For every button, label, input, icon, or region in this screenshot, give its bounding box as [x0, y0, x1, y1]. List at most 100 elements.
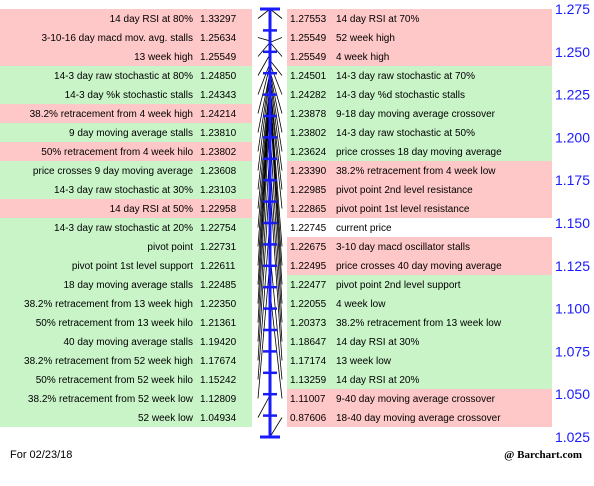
left-connector [257, 62, 271, 95]
right-row-value: 1.23390 [290, 166, 327, 177]
right-row-bg [287, 332, 552, 351]
right-row-label: 52 week high [336, 33, 395, 44]
left-row-bg [0, 142, 252, 161]
right-row-bg [287, 199, 552, 218]
left-row-value: 1.24343 [200, 90, 237, 101]
left-row-bg [0, 370, 252, 389]
left-row-value: 1.21361 [200, 318, 237, 329]
left-row-bg [0, 104, 252, 123]
left-connector [257, 72, 271, 152]
left-row-label: 50% retracement from 52 week hilo [36, 375, 194, 386]
row-backgrounds [0, 9, 552, 427]
left-row-bg [0, 161, 252, 180]
left-row-bg [0, 313, 252, 332]
left-connector [257, 395, 271, 418]
left-row-label: 38.2% retracement from 4 week high [30, 109, 193, 120]
axis-tick-label: 1.050 [555, 386, 590, 402]
right-row-bg [287, 28, 552, 47]
left-row-label: 52 week low [138, 413, 194, 424]
left-connector [257, 37, 271, 42]
left-row-bg [0, 256, 252, 275]
axis-tick-label: 1.100 [555, 301, 590, 317]
left-connector [257, 114, 271, 323]
right-row-value: 1.25549 [290, 33, 327, 44]
right-row-bg [287, 180, 552, 199]
connector-lines [257, 8, 283, 438]
right-row-label: pivot point 2nd level resistance [336, 185, 473, 196]
left-row-value: 1.17674 [200, 356, 237, 367]
right-row-bg [287, 256, 552, 275]
left-row-value: 1.33297 [200, 14, 237, 25]
right-connector [269, 91, 283, 247]
left-row-label: 38.2% retracement from 52 week low [28, 394, 194, 405]
left-row-value: 1.22731 [200, 242, 237, 253]
right-row-value: 1.22495 [290, 261, 327, 272]
right-row-value: 1.22745 [290, 223, 327, 234]
right-row-bg [287, 237, 552, 256]
right-connector [269, 8, 283, 19]
right-row-label: pivot point 2nd level support [336, 280, 461, 291]
left-row-bg [0, 218, 252, 237]
left-row-bg [0, 294, 252, 313]
footer-date: For 02/23/18 [10, 449, 73, 461]
right-row-bg [287, 218, 552, 237]
right-row-bg [287, 9, 552, 28]
right-row-value: 1.23878 [290, 109, 327, 120]
left-connector [257, 75, 271, 171]
right-connector [269, 417, 283, 438]
right-row-value: 1.23802 [290, 128, 327, 139]
left-row-value: 1.25549 [200, 52, 237, 63]
left-row-value: 1.12809 [200, 394, 237, 405]
left-row-value: 1.23810 [200, 128, 237, 139]
right-connector [269, 37, 283, 43]
right-row-label: 9-40 day moving average crossover [336, 394, 496, 405]
left-row-value: 1.22350 [200, 299, 237, 310]
left-row-value: 1.22754 [200, 223, 237, 234]
left-row-bg [0, 28, 252, 47]
right-row-value: 1.22985 [290, 185, 327, 196]
right-connector [269, 130, 283, 323]
right-row-value: 1.23624 [290, 147, 327, 158]
axis-tick-label: 1.225 [555, 87, 590, 103]
left-row-label: 18 day moving average stalls [63, 280, 193, 291]
right-row-value: 1.24282 [290, 90, 327, 101]
right-row-bg [287, 85, 552, 104]
right-row-value: 1.22055 [290, 299, 327, 310]
left-row-value: 1.22611 [200, 261, 236, 272]
left-connector [257, 177, 271, 361]
right-row-label: price crosses 18 day moving average [336, 147, 502, 158]
right-row-bg [287, 104, 552, 123]
left-row-label: 50% retracement from 4 week hilo [41, 147, 193, 158]
right-row-label: 18-40 day moving average crossover [336, 413, 501, 424]
left-connector [257, 86, 271, 209]
right-connector [269, 102, 283, 304]
right-row-bg [287, 389, 552, 408]
axis-tick-label: 1.125 [555, 258, 590, 274]
right-connector [269, 94, 283, 285]
left-row-label: 38.2% retracement from 52 week high [24, 356, 193, 367]
left-row-value: 1.23802 [200, 147, 237, 158]
left-row-value: 1.24214 [200, 109, 237, 120]
right-row-label: price crosses 40 day moving average [336, 261, 502, 272]
left-row-bg [0, 389, 252, 408]
left-row-value: 1.23103 [200, 185, 237, 196]
left-row-label: 14-3 day raw stochastic at 30% [54, 185, 193, 196]
right-row-label: 4 week low [336, 299, 386, 310]
left-row-bg [0, 332, 252, 351]
right-row-label: 14-3 day raw stochastic at 70% [336, 71, 475, 82]
left-row-label: 50% retracement from 13 week hilo [36, 318, 194, 329]
left-connector [257, 97, 271, 304]
right-row-bg [287, 47, 552, 66]
right-row-label: 4 week high [336, 52, 389, 63]
left-connector [257, 72, 271, 133]
left-row-bg [0, 199, 252, 218]
right-row-label: 13 week low [336, 356, 392, 367]
right-row-label: 14 day RSI at 30% [336, 337, 419, 348]
right-row-bg [287, 313, 552, 332]
left-row-bg [0, 47, 252, 66]
right-row-label: pivot point 1st level resistance [336, 204, 470, 215]
right-connector [269, 185, 283, 361]
right-connector [269, 160, 283, 342]
right-connector [269, 60, 283, 76]
axis-tick-label: 1.075 [555, 343, 590, 359]
